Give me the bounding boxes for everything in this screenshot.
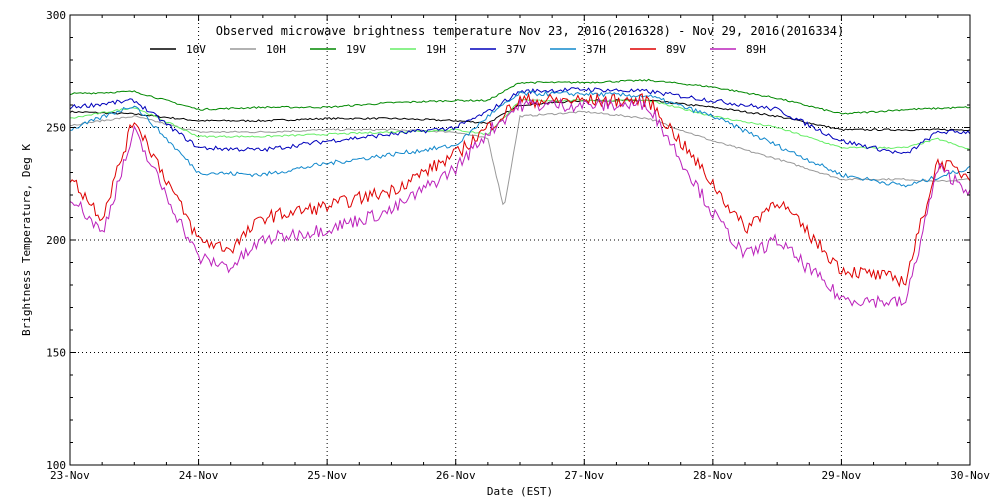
y-tick-label: 200: [46, 234, 66, 247]
y-tick-label: 100: [46, 459, 66, 472]
y-tick-label: 300: [46, 9, 66, 22]
y-tick-label: 250: [46, 122, 66, 135]
legend-label-89h: 89H: [746, 43, 766, 56]
series-line-19v: [69, 78, 971, 115]
legend-label-10v: 10V: [186, 43, 206, 56]
grid-lines: [70, 15, 970, 465]
x-tick-label: 25-Nov: [307, 469, 347, 482]
legend-label-37v: 37V: [506, 43, 526, 56]
x-axis-label: Date (EST): [487, 485, 553, 498]
series-line-10v: [69, 99, 971, 132]
x-tick-label: 27-Nov: [564, 469, 604, 482]
series-line-89h: [69, 97, 971, 308]
x-tick-label: 23-Nov: [50, 469, 90, 482]
series-line-10h: [70, 110, 971, 206]
x-tick-label: 28-Nov: [693, 469, 733, 482]
legend-label-10h: 10H: [266, 43, 286, 56]
chart-title: Observed microwave brightness temperatur…: [216, 24, 845, 38]
legend-label-19h: 19H: [426, 43, 446, 56]
series-lines: [69, 78, 971, 308]
x-tick-label: 24-Nov: [179, 469, 219, 482]
legend-label-19v: 19V: [346, 43, 366, 56]
x-tick-label: 30-Nov: [950, 469, 990, 482]
legend: 10V 10H 19V 19H 37V 37H 89V 89H: [150, 43, 766, 56]
series-line-37h: [69, 90, 971, 188]
y-tick-label: 150: [46, 347, 66, 360]
legend-label-89v: 89V: [666, 43, 686, 56]
y-axis-label: Brightness Temperature, Deg K: [20, 144, 33, 336]
axis-ticks: 23-Nov 24-Nov 25-Nov 26-Nov 27-Nov 28-Nov 29-N…: [46, 9, 990, 482]
legend-label-37h: 37H: [586, 43, 606, 56]
series-line-89v: [69, 92, 971, 288]
x-tick-label: 26-Nov: [436, 469, 476, 482]
x-tick-label: 29-Nov: [822, 469, 862, 482]
